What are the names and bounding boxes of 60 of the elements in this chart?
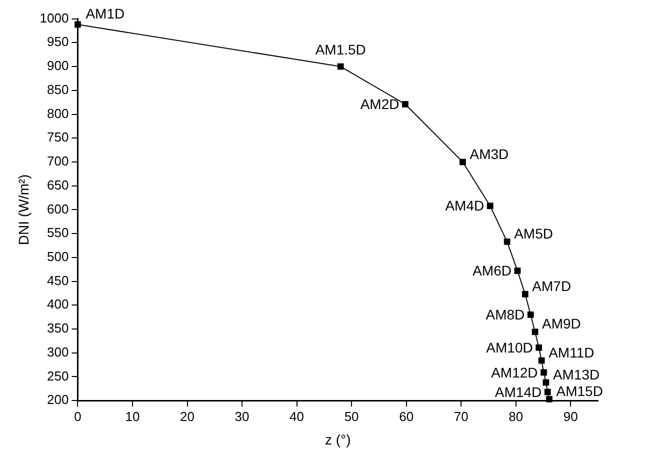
point xyxy=(337,63,344,70)
annotation: AM1.5D xyxy=(315,41,366,58)
annotation: AM15D xyxy=(556,383,603,400)
y-tick-label: 850 xyxy=(47,82,69,97)
annotation: AM11D xyxy=(548,344,594,360)
point xyxy=(544,388,551,396)
y-tick-label: 950 xyxy=(47,34,69,50)
y-tick-label: 650 xyxy=(47,177,69,192)
y-tick-label: 600 xyxy=(47,201,69,216)
annotation: AM2D xyxy=(360,96,400,112)
annotation: AM5D xyxy=(514,226,553,242)
x-tick-label: 60 xyxy=(399,408,414,424)
point xyxy=(460,158,466,166)
point xyxy=(402,101,408,108)
point xyxy=(538,357,545,364)
x-tick-label: 90 xyxy=(563,408,578,424)
y-tick-label: 250 xyxy=(47,368,69,384)
point xyxy=(504,238,510,245)
y-tick-label: 1000 xyxy=(40,10,69,26)
x-axis-title: z (°) xyxy=(324,431,351,448)
annotation: AM6D xyxy=(472,262,512,279)
y-tick-label: 300 xyxy=(47,344,69,360)
x-tick-label: 0 xyxy=(74,408,82,424)
point xyxy=(514,268,521,274)
point xyxy=(486,202,494,210)
y-tick-label: 500 xyxy=(47,249,69,264)
y-tick-label: 700 xyxy=(47,154,69,169)
y-tick-label: 400 xyxy=(47,296,69,312)
point xyxy=(540,369,547,376)
annotation: AM14D xyxy=(494,384,542,400)
x-tick-label: 80 xyxy=(508,408,524,424)
point xyxy=(546,396,552,402)
point xyxy=(527,312,534,318)
point xyxy=(536,344,542,351)
x-tick-label: 10 xyxy=(125,408,140,424)
point xyxy=(522,290,528,298)
y-tick-label: 800 xyxy=(47,106,69,121)
annotation: AM12D xyxy=(491,364,538,380)
x-tick-label: 50 xyxy=(344,408,359,424)
y-tick-label: 200 xyxy=(47,392,69,408)
x-tick-label: 20 xyxy=(180,408,194,424)
annotation: AM8D xyxy=(486,306,525,323)
point xyxy=(74,21,81,28)
point xyxy=(532,328,538,336)
x-tick-label: 30 xyxy=(234,408,250,424)
annotation: AM10D xyxy=(486,339,533,356)
annotation: AM4D xyxy=(445,198,484,214)
annotation: AM3D xyxy=(470,146,509,162)
y-tick-label: 350 xyxy=(47,320,69,336)
x-tick-label: 70 xyxy=(454,408,468,424)
annotation: AM1D xyxy=(86,5,125,22)
annotation: AM13D xyxy=(552,366,600,382)
annotation: AM9D xyxy=(542,316,581,332)
x-tick-label: 40 xyxy=(290,408,304,424)
y-tick-label: 550 xyxy=(47,225,69,240)
y-axis-title: DNI (W/m²) xyxy=(15,174,32,246)
y-tick-label: 450 xyxy=(47,272,69,288)
y-tick-label: 750 xyxy=(47,130,69,145)
y-tick-label: 900 xyxy=(47,58,69,74)
annotation: AM7D xyxy=(532,278,572,294)
